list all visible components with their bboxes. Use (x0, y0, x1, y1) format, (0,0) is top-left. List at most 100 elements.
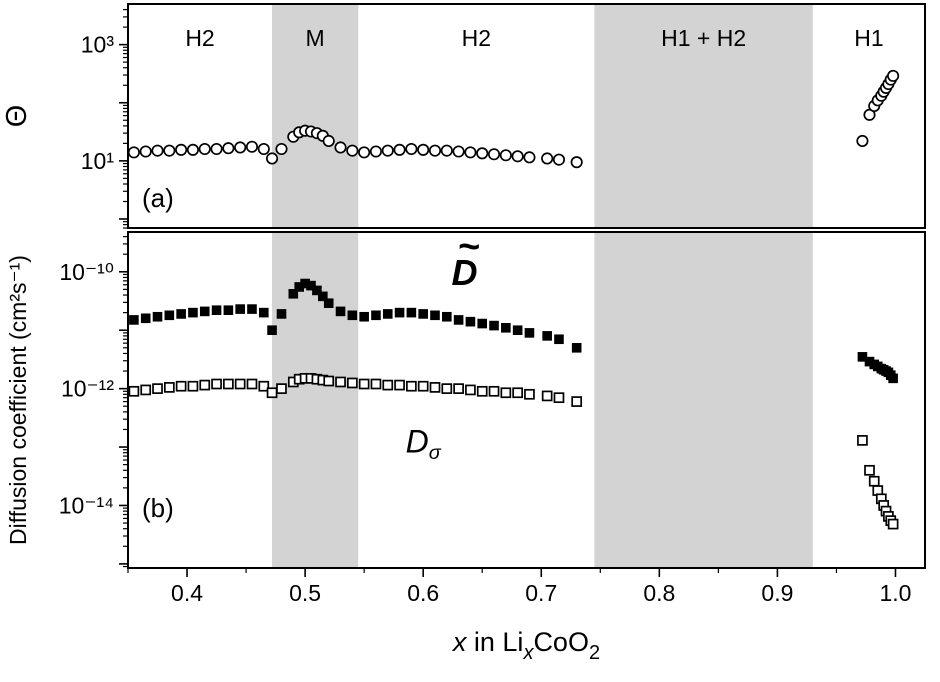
annotation-D-sigma: Dσ (406, 424, 442, 464)
data-point (888, 373, 898, 384)
data-point (164, 310, 175, 321)
data-point (406, 380, 417, 392)
data-point (417, 380, 429, 392)
data-point (500, 387, 512, 399)
data-point (511, 150, 524, 163)
y-tick-label: 10⁻¹² (61, 376, 114, 402)
y-axis-label-theta: Θ (1, 105, 33, 128)
data-point (312, 285, 322, 296)
x-tick-label: 0.4 (171, 580, 203, 606)
data-point (235, 304, 245, 314)
panel-letter-b: (b) (142, 493, 174, 523)
data-point (266, 152, 279, 165)
phase-band (594, 4, 813, 228)
data-point (163, 382, 175, 393)
data-point (428, 144, 442, 157)
data-point (487, 148, 501, 161)
y-tick-label: 10⁻¹⁴ (59, 492, 114, 518)
data-point (223, 378, 234, 390)
data-point (222, 142, 235, 155)
y-tick-label: 10¹ (81, 148, 115, 174)
data-point (887, 69, 900, 82)
data-point (127, 146, 140, 159)
data-point (856, 134, 869, 148)
panel-letter-a: (a) (142, 183, 174, 213)
data-point (129, 315, 139, 325)
data-point (464, 146, 477, 159)
data-point (499, 149, 512, 162)
phase-region-label: H2 (462, 25, 491, 51)
data-point (246, 378, 258, 390)
phase-region-label: M (306, 25, 325, 51)
x-tick-label: 0.5 (289, 580, 321, 606)
series-thermodynamic-factor-theta (127, 69, 900, 169)
data-point (198, 142, 211, 156)
data-point (382, 379, 394, 391)
data-point (371, 310, 381, 321)
x-tick-label: 0.6 (407, 580, 439, 606)
data-point (512, 387, 523, 399)
phase-band (594, 232, 813, 568)
data-point (429, 382, 441, 393)
data-point (275, 142, 288, 156)
data-point (346, 377, 358, 389)
data-point (257, 142, 270, 156)
data-point (571, 396, 583, 407)
data-point (442, 311, 452, 322)
data-point (554, 334, 564, 345)
data-point (512, 325, 523, 336)
y-tick-label: 10⁻¹⁰ (59, 259, 114, 285)
data-point (211, 378, 222, 390)
data-point (140, 384, 152, 396)
data-point (393, 143, 406, 156)
x-tick-label: 0.8 (643, 580, 675, 606)
data-point (552, 153, 566, 166)
data-point (163, 144, 176, 157)
data-point (211, 305, 222, 316)
phase-region-label: H1 + H2 (661, 25, 746, 51)
data-point (323, 375, 335, 387)
data-point (346, 144, 359, 157)
series-conductivity-diffusion-coefficient-D-sigma (128, 372, 899, 530)
data-point (152, 311, 163, 322)
data-point (140, 313, 151, 324)
data-point (294, 282, 305, 292)
data-point (199, 379, 211, 391)
data-point (358, 146, 371, 159)
data-point (857, 352, 868, 362)
data-point (452, 145, 465, 158)
data-point (476, 147, 489, 160)
data-point (465, 384, 476, 396)
data-point (128, 385, 140, 397)
data-point (382, 309, 393, 319)
phase-region-label: H2 (185, 25, 214, 51)
data-point (300, 278, 310, 289)
data-point (488, 385, 500, 397)
data-point (288, 289, 299, 299)
data-point (523, 151, 536, 164)
data-point (394, 379, 405, 391)
data-point (188, 307, 198, 318)
data-point (465, 316, 476, 327)
data-point (276, 383, 287, 394)
data-point (570, 156, 583, 169)
data-point (258, 380, 270, 392)
data-point (394, 307, 405, 318)
data-point (247, 304, 257, 314)
data-point (306, 280, 316, 291)
data-point (541, 152, 554, 165)
data-point (322, 134, 335, 148)
data-point (406, 307, 417, 318)
series-chemical-diffusion-coefficient-D-tilde (129, 278, 898, 384)
data-point (864, 464, 875, 476)
data-point (152, 383, 163, 394)
panel-frame (127, 231, 926, 569)
data-point (477, 318, 488, 329)
data-point (187, 380, 199, 392)
x-tick-label: 0.7 (525, 580, 557, 606)
data-point (868, 475, 880, 487)
data-point (234, 378, 246, 390)
data-point (405, 142, 418, 156)
